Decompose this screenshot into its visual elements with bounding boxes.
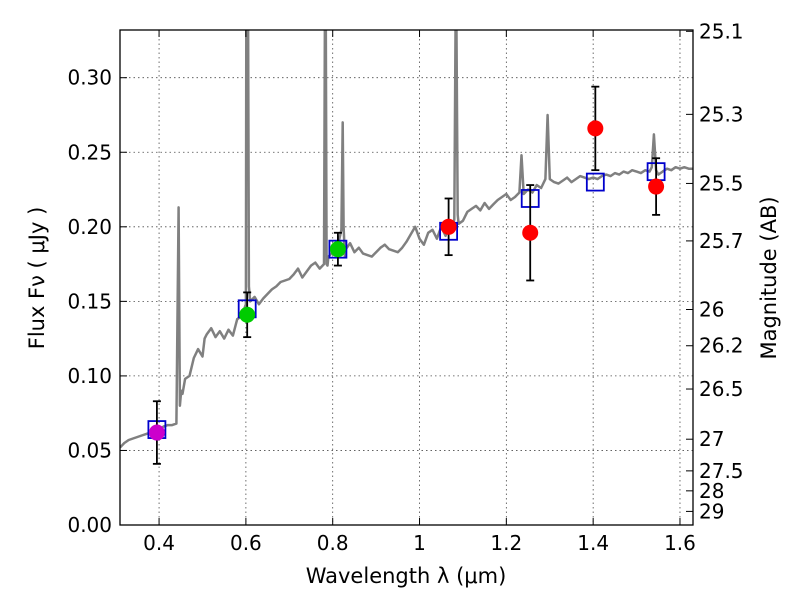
y-tick-label: 0.05 bbox=[67, 438, 112, 462]
mag-tick-label: 25.1 bbox=[699, 19, 744, 43]
mag-tick-label: 27.5 bbox=[699, 459, 744, 483]
mag-tick-label: 26.2 bbox=[699, 334, 744, 358]
tick-labels: 0.4 0.6 0.8 1 1.2 1.4 1.6 0.00 0.05 0.10 0.15 0.20 0… bbox=[67, 19, 743, 555]
mag-tick-label: 26 bbox=[699, 297, 724, 321]
y-tick-label: 0.20 bbox=[67, 215, 112, 239]
x-tick-label: 0.6 bbox=[230, 531, 262, 555]
spectrum-line bbox=[120, 30, 693, 449]
observed-point bbox=[587, 120, 604, 137]
spectrum-series bbox=[120, 30, 693, 449]
x-tick-label: 1.2 bbox=[490, 531, 522, 555]
mag-tick-label: 25.3 bbox=[699, 102, 744, 126]
observed-point bbox=[148, 424, 165, 441]
y-tick-label: 0.00 bbox=[67, 513, 112, 537]
plot-frame bbox=[119, 29, 694, 526]
x-tick-label: 1.6 bbox=[664, 531, 696, 555]
grid bbox=[120, 30, 693, 526]
model-photometry-series bbox=[147, 162, 666, 439]
observed-point bbox=[440, 218, 457, 235]
x-tick-label: 0.4 bbox=[143, 531, 175, 555]
x-tick-label: 1 bbox=[413, 531, 426, 555]
y-axis-label: Flux Fν ( μJy ) bbox=[25, 207, 49, 350]
model-point bbox=[585, 172, 605, 192]
y-tick-label: 0.25 bbox=[67, 140, 112, 164]
mag-tick-label: 27 bbox=[699, 427, 724, 451]
mag-tick-label: 25.7 bbox=[699, 229, 744, 253]
y-tick-label: 0.15 bbox=[67, 289, 112, 313]
observed-point bbox=[522, 224, 539, 241]
y-tick-label: 0.30 bbox=[67, 66, 112, 90]
y2-axis-label: Magnitude (AB) bbox=[757, 196, 781, 359]
x-axis-label: Wavelength λ (μm) bbox=[306, 564, 507, 588]
x-tick-label: 0.8 bbox=[317, 531, 349, 555]
mag-tick-label: 26.5 bbox=[699, 377, 744, 401]
y-tick-label: 0.10 bbox=[67, 364, 112, 388]
x-tick-label: 1.4 bbox=[577, 531, 609, 555]
mag-tick-label: 29 bbox=[699, 499, 724, 523]
mag-tick-label: 25.5 bbox=[699, 171, 744, 195]
mag-tick-label: 28 bbox=[699, 479, 724, 503]
observed-photometry-series bbox=[148, 85, 665, 465]
observed-point bbox=[648, 178, 665, 195]
axis-ticks bbox=[120, 30, 693, 526]
observed-point bbox=[239, 306, 256, 323]
observed-point bbox=[329, 241, 346, 258]
